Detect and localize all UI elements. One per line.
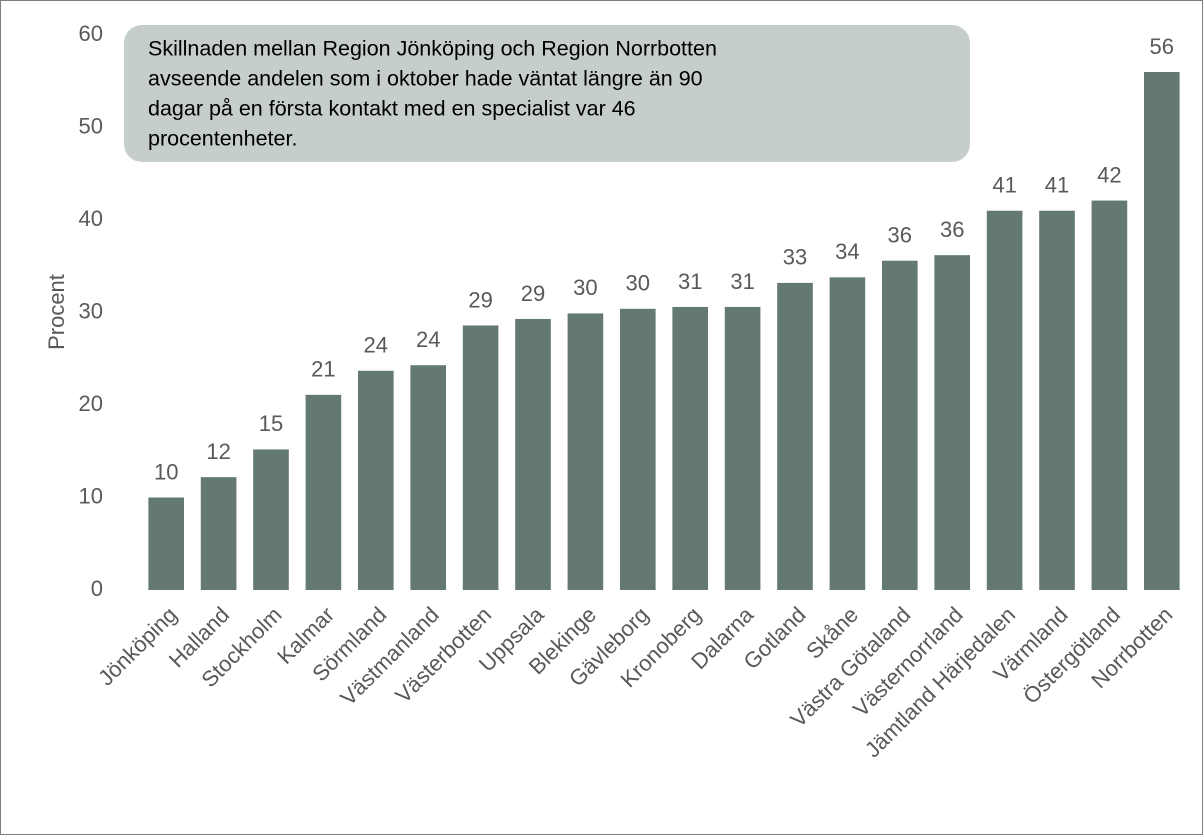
value-label: 30 xyxy=(626,271,650,296)
y-tick-label: 10 xyxy=(79,483,103,508)
bar xyxy=(777,282,813,590)
bar xyxy=(619,308,656,590)
bar xyxy=(934,255,971,590)
bar xyxy=(567,313,604,590)
value-label: 21 xyxy=(311,357,335,382)
y-tick-label: 40 xyxy=(79,206,103,231)
y-tick-label: 60 xyxy=(79,21,103,46)
bar xyxy=(410,365,447,590)
value-label: 30 xyxy=(573,275,597,300)
y-tick-label: 50 xyxy=(79,113,103,138)
bar xyxy=(724,306,761,590)
bar xyxy=(986,210,1023,590)
value-label: 34 xyxy=(835,239,859,264)
y-axis-label: Procent xyxy=(44,274,69,350)
value-label: 56 xyxy=(1150,34,1174,59)
value-label: 42 xyxy=(1097,162,1121,187)
value-label: 33 xyxy=(783,245,807,270)
annotation-text: avseende andelen som i oktober hade vänt… xyxy=(148,67,703,91)
value-label: 12 xyxy=(206,439,230,464)
bar xyxy=(881,260,918,590)
annotation-text: procentenheter. xyxy=(148,127,297,151)
bar xyxy=(515,318,551,590)
bar xyxy=(357,370,394,590)
bar xyxy=(305,394,342,590)
bar xyxy=(1091,200,1128,590)
value-label: 15 xyxy=(259,411,283,436)
value-label: 29 xyxy=(521,281,545,306)
annotation-text: Skillnaden mellan Region Jönköping och R… xyxy=(148,37,717,61)
value-label: 41 xyxy=(992,173,1016,198)
value-label: 36 xyxy=(940,217,964,242)
annotation-box xyxy=(124,25,970,162)
y-tick-label: 20 xyxy=(79,391,103,416)
value-label: 24 xyxy=(364,333,388,358)
value-label: 10 xyxy=(154,459,178,484)
y-tick-label: 0 xyxy=(91,576,103,601)
bar xyxy=(200,477,237,590)
bar xyxy=(672,306,709,590)
bar xyxy=(1039,210,1075,590)
value-label: 29 xyxy=(468,287,492,312)
y-tick-label: 30 xyxy=(79,298,103,323)
bar xyxy=(253,449,289,590)
value-label: 31 xyxy=(678,269,702,294)
value-label: 24 xyxy=(416,327,440,352)
value-label: 41 xyxy=(1045,173,1069,198)
annotation-text: dagar på en första kontakt med en specia… xyxy=(148,97,636,121)
bar xyxy=(148,497,185,590)
value-label: 31 xyxy=(730,269,754,294)
value-label: 36 xyxy=(888,223,912,248)
bar xyxy=(829,277,866,590)
bar xyxy=(1143,72,1180,590)
bar xyxy=(462,325,499,590)
